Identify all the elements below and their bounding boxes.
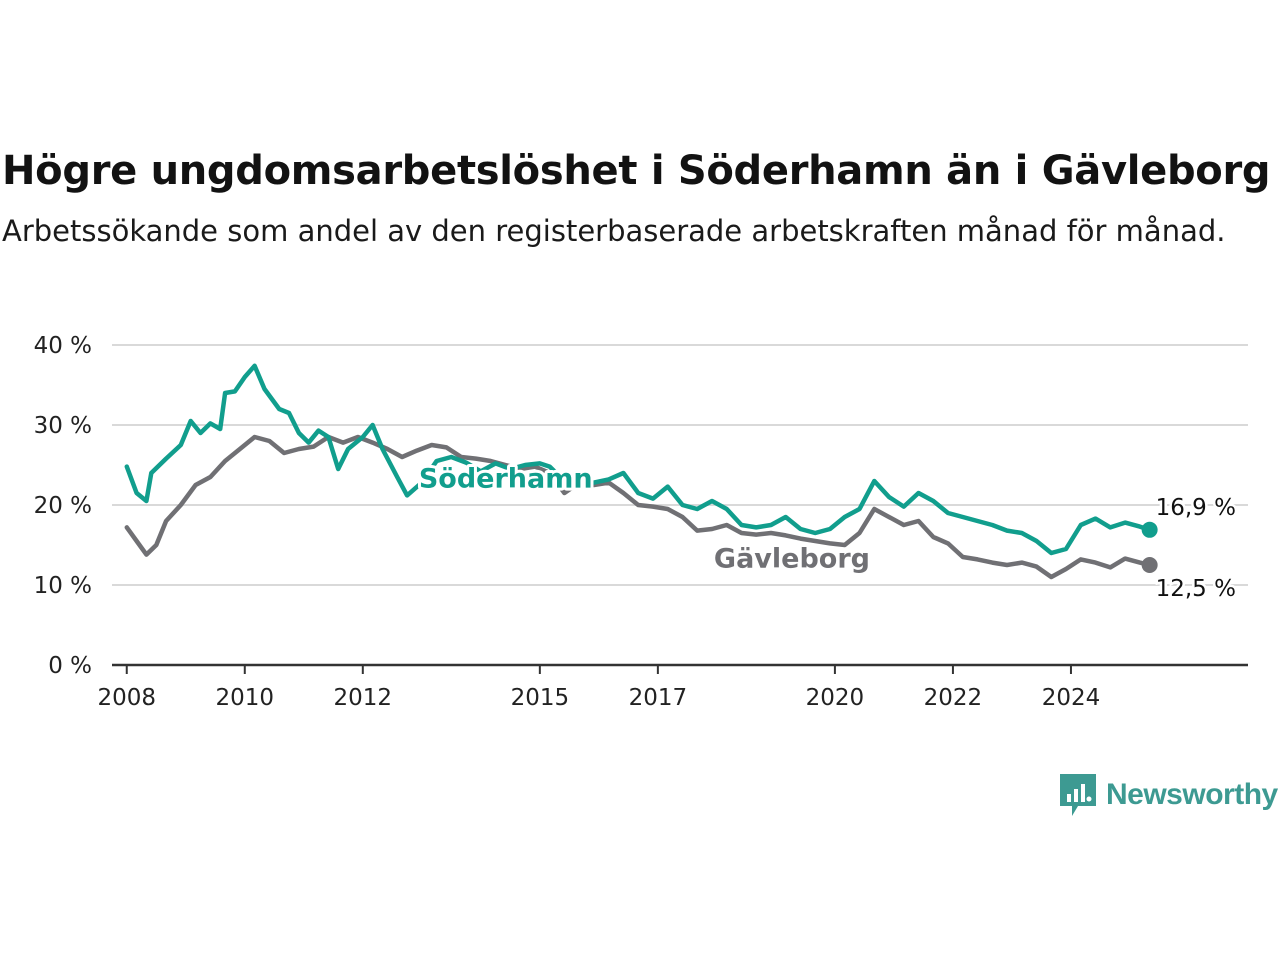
end-point-sderhamn — [1141, 521, 1158, 538]
line-chart: 0 % 10 % 20 % 30 % 40 % 2008 2010 2012 2015 2017… — [34, 333, 1248, 711]
brand-name: Newsworthy — [1106, 778, 1278, 811]
gridlines — [112, 344, 1248, 586]
x-tick-label: 2015 — [511, 685, 570, 711]
series-lines — [124, 363, 1158, 580]
x-tick-label: 2020 — [806, 685, 865, 711]
y-tick-label: 10 % — [34, 573, 92, 599]
series-line-gvleborg — [124, 434, 1152, 580]
x-tick-label: 2008 — [97, 685, 156, 711]
end-label-gavleborg: 12,5 % — [1156, 576, 1236, 602]
chart-title: Högre ungdomsarbetslöshet i Söderhamn än… — [2, 148, 1271, 194]
x-tick-label: 2022 — [924, 685, 983, 711]
series-line-sderhamn — [124, 363, 1152, 556]
y-tick-label: 30 % — [34, 413, 92, 439]
series-label-soderhamn: Söderhamn — [419, 463, 593, 494]
x-tick-label: 2024 — [1042, 685, 1101, 711]
newsworthy-logo-icon — [1060, 774, 1096, 816]
newsworthy-brand[interactable]: Newsworthy — [1058, 772, 1278, 818]
x-tick-label: 2017 — [629, 685, 688, 711]
series-labels: Söderhamn Gävleborg 16,9 % 12,5 % — [416, 460, 1239, 604]
x-tick-label: 2012 — [334, 685, 393, 711]
x-tick-label: 2010 — [216, 685, 275, 711]
y-axis-labels: 0 % 10 % 20 % 30 % 40 % — [34, 333, 92, 679]
y-tick-label: 0 % — [48, 653, 92, 679]
series-label-gavleborg: Gävleborg — [714, 543, 870, 574]
chart-subtitle: Arbetssökande som andel av den registerb… — [2, 214, 1226, 248]
end-point-gvleborg — [1141, 557, 1158, 573]
x-axis: 2008 2010 2012 2015 2017 2020 2022 2024 — [97, 663, 1248, 711]
y-tick-label: 40 % — [34, 333, 92, 359]
end-label-soderhamn: 16,9 % — [1156, 495, 1236, 521]
y-tick-label: 20 % — [34, 493, 92, 519]
